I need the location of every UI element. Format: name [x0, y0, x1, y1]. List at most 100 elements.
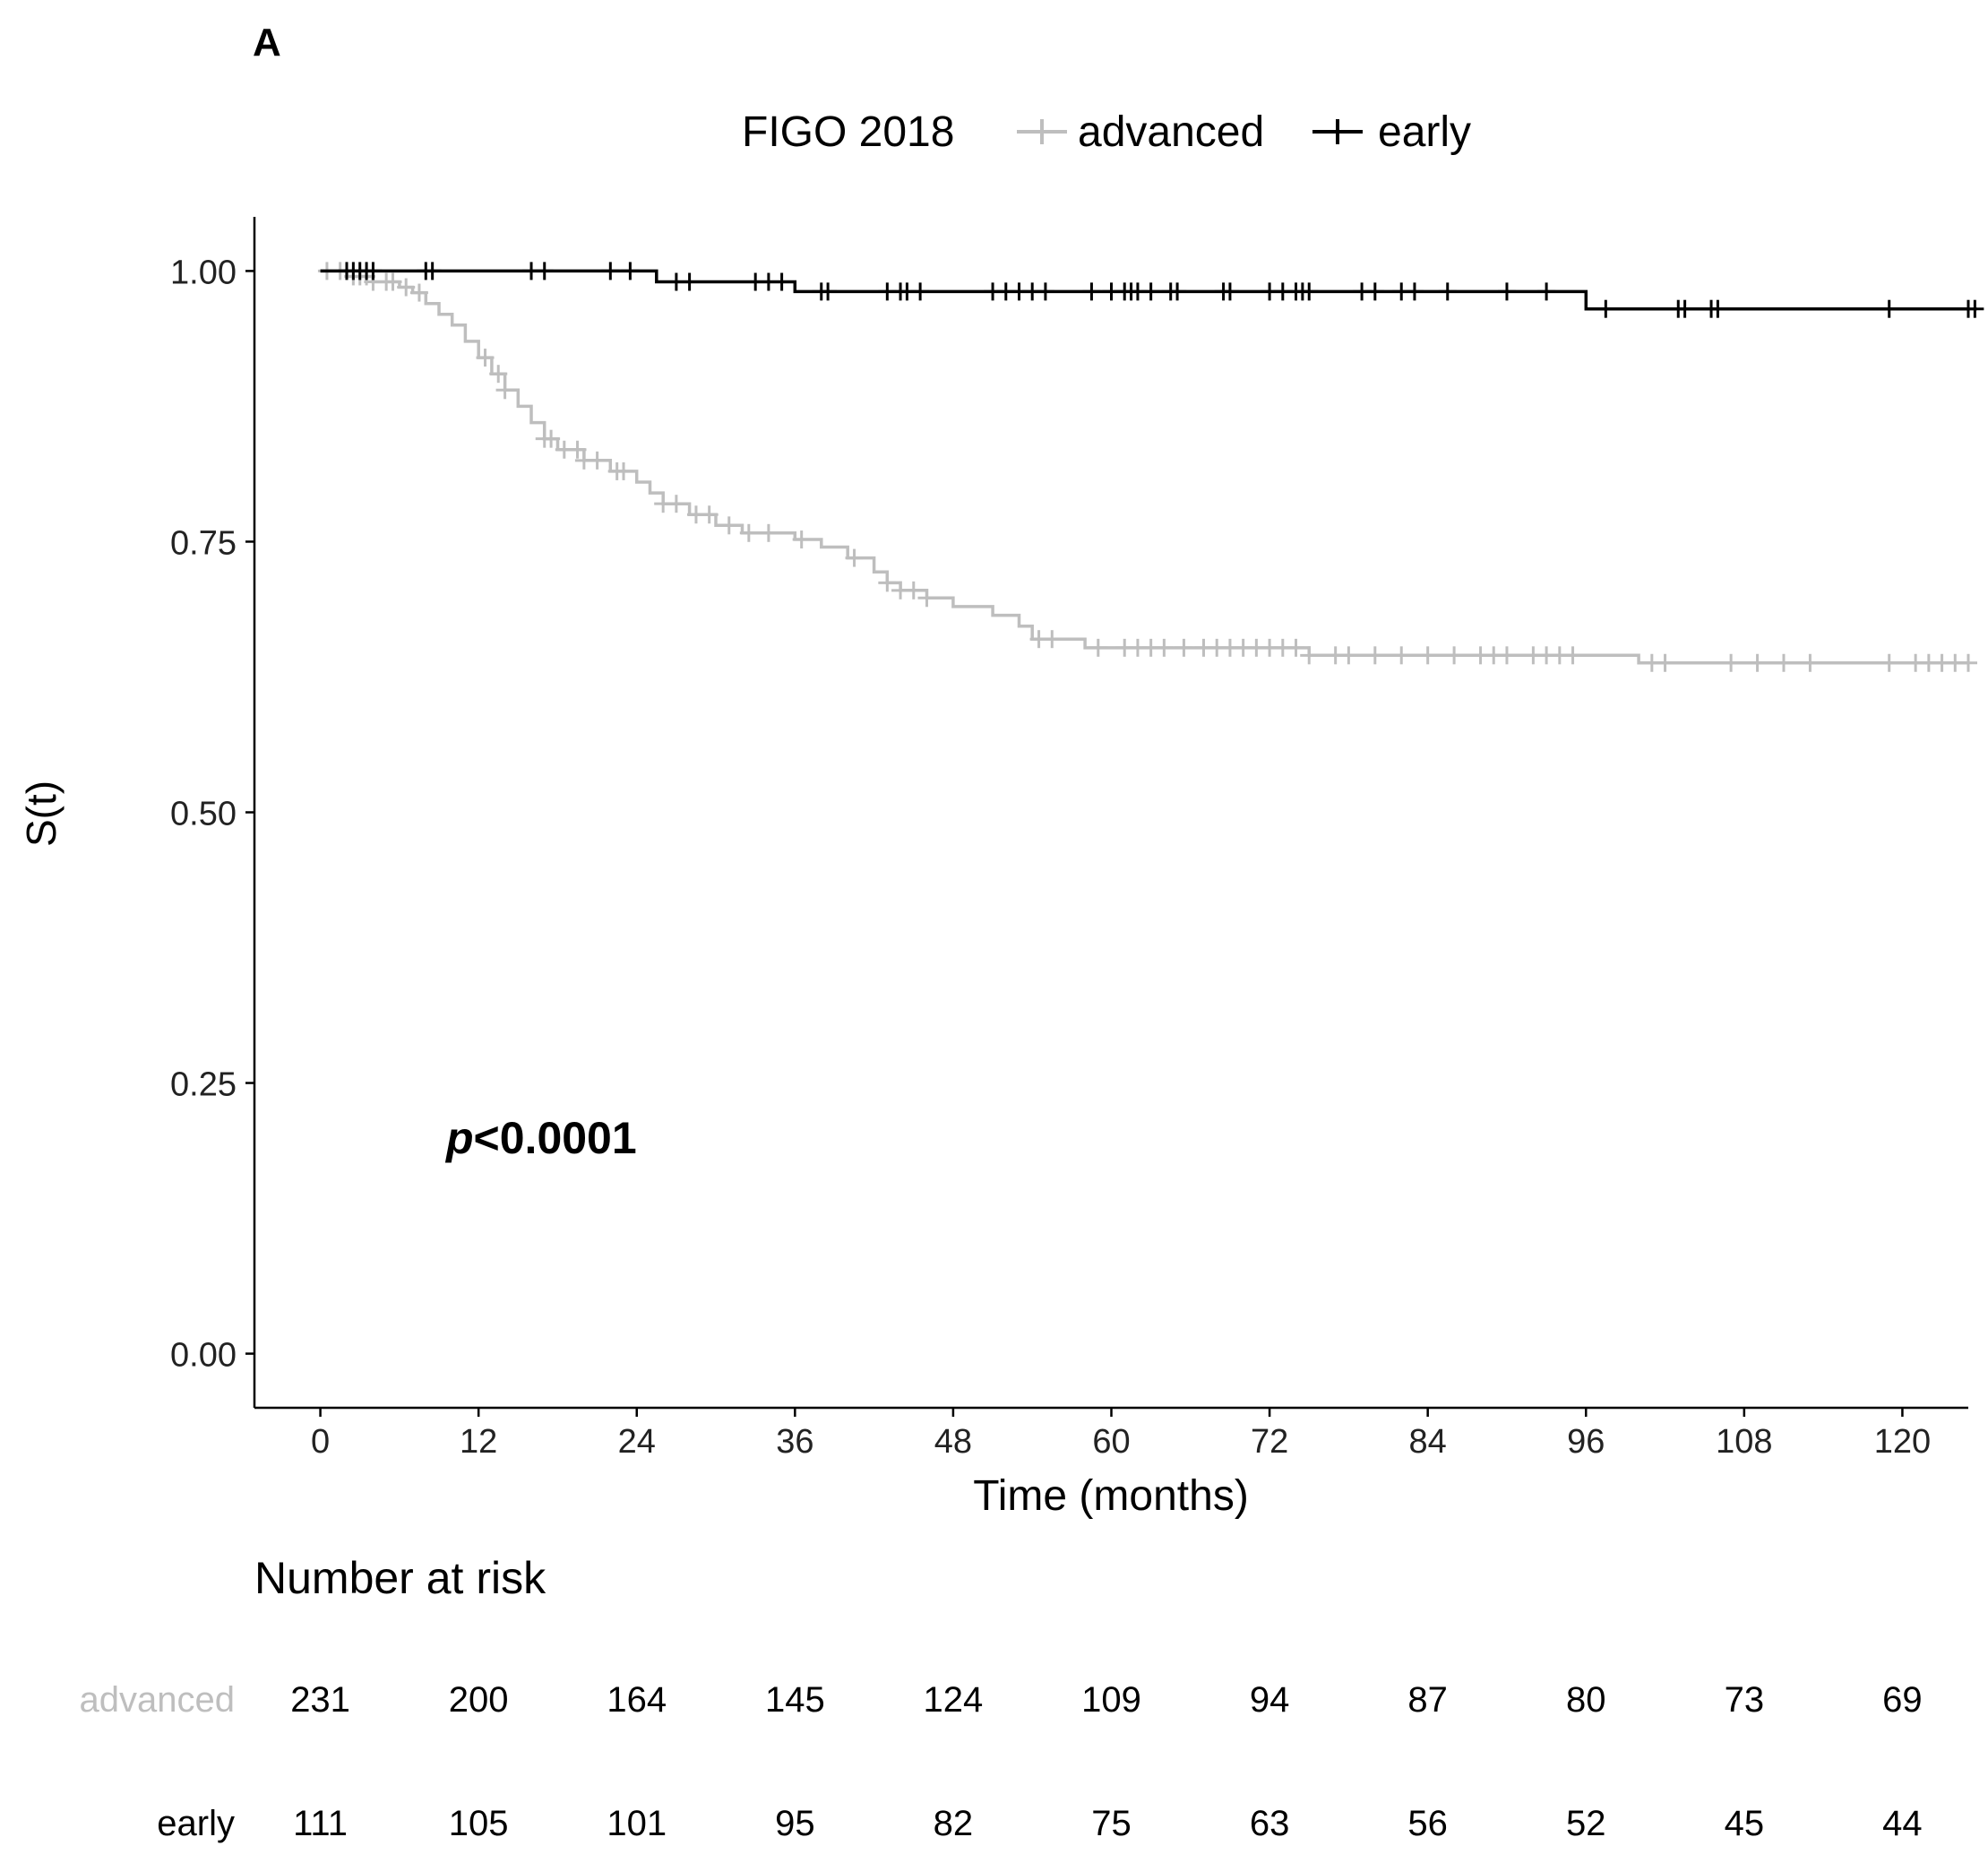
risk-table-title: Number at risk [254, 1553, 546, 1603]
censor-mark-advanced [1722, 653, 1741, 672]
series-early [320, 262, 1984, 318]
legend-label-early: early [1378, 108, 1471, 156]
censor-mark-advanced [719, 516, 738, 535]
censor-mark-early [601, 262, 620, 280]
censor-mark-advanced [542, 429, 561, 448]
risk-count-early: 56 [1407, 1804, 1448, 1843]
risk-count-advanced: 69 [1882, 1680, 1923, 1720]
y-tick-label: 1.00 [170, 254, 237, 291]
censor-mark-early [1497, 282, 1516, 301]
legend-title: FIGO 2018 [742, 108, 954, 156]
risk-table: Number at risk advanced 231 200 164 145 124 10… [80, 1553, 1923, 1843]
x-tick-label: 24 [618, 1423, 656, 1461]
x-tick-label: 0 [311, 1423, 330, 1461]
x-tick-label: 72 [1251, 1423, 1288, 1461]
censor-mark-early [911, 282, 930, 301]
risk-row-label-advanced: advanced [80, 1680, 235, 1720]
censor-mark-advanced [588, 451, 607, 470]
censor-mark-early [1708, 299, 1727, 318]
censor-mark-advanced [409, 283, 428, 302]
censor-mark-advanced [667, 495, 685, 513]
censor-mark-advanced [1392, 646, 1411, 665]
censor-mark-advanced [1175, 638, 1193, 657]
x-axis-title: Time (months) [973, 1472, 1249, 1520]
censor-mark-advanced [1445, 646, 1464, 665]
censor-mark-advanced [1089, 638, 1107, 657]
censor-mark-advanced [1563, 646, 1582, 665]
risk-count-advanced: 87 [1407, 1680, 1448, 1720]
censor-mark-advanced [1287, 638, 1305, 657]
risk-count-advanced: 200 [449, 1680, 509, 1720]
censor-mark-advanced [1365, 646, 1384, 665]
censor-mark-advanced [759, 523, 778, 542]
censor-mark-advanced [1339, 646, 1358, 665]
censor-mark-advanced [792, 530, 811, 549]
censor-mark-early [1966, 299, 1984, 318]
censor-mark-early [364, 262, 383, 280]
censor-mark-early [621, 262, 640, 280]
risk-count-advanced: 164 [607, 1680, 667, 1720]
censor-mark-early [680, 272, 699, 291]
censor-mark-early [1036, 282, 1054, 301]
censor-mark-advanced [1880, 653, 1898, 672]
censor-mark-advanced [397, 278, 416, 297]
censor-mark-advanced [383, 272, 402, 291]
risk-count-advanced: 231 [290, 1680, 350, 1720]
censor-mark-advanced [878, 574, 897, 592]
censor-mark-early [1300, 282, 1319, 301]
censor-mark-early [819, 282, 838, 301]
risk-count-advanced: 94 [1250, 1680, 1290, 1720]
legend-key-early [1312, 119, 1363, 144]
censor-mark-advanced [904, 581, 923, 599]
p-value-text: <0.0001 [474, 1113, 637, 1163]
censor-mark-advanced [1656, 653, 1674, 672]
curve-advanced [320, 269, 1968, 665]
censor-mark-early [1438, 282, 1457, 301]
censor-mark-early [1405, 282, 1424, 301]
censor-mark-advanced [739, 523, 758, 542]
censor-mark-advanced [1748, 653, 1767, 672]
censor-mark-advanced [917, 589, 936, 608]
censor-mark-advanced [700, 505, 719, 524]
risk-count-early: 44 [1882, 1804, 1923, 1843]
y-axis-title: S(t) [18, 781, 65, 847]
censor-mark-advanced [1801, 653, 1820, 672]
censor-mark-advanced [489, 365, 508, 384]
x-tick-label: 36 [776, 1423, 813, 1461]
p-value-annotation: p<0.0001 [444, 1113, 637, 1163]
legend-label-advanced: advanced [1078, 108, 1264, 156]
risk-count-advanced: 73 [1725, 1680, 1765, 1720]
censor-mark-early [1675, 299, 1694, 318]
y-tick-label: 0.25 [170, 1066, 237, 1104]
x-tick-label: 60 [1092, 1423, 1130, 1461]
survival-curves [317, 262, 1984, 672]
y-tick-label: 0.75 [170, 524, 237, 562]
x-tick-label: 120 [1874, 1423, 1931, 1461]
x-tick-label: 96 [1567, 1423, 1605, 1461]
censor-mark-advanced [1497, 646, 1516, 665]
censor-mark-early [1168, 282, 1187, 301]
risk-count-advanced: 80 [1566, 1680, 1606, 1720]
y-axis: 0.00 0.25 0.50 0.75 1.00 [170, 217, 256, 1408]
risk-count-advanced: 124 [924, 1680, 984, 1720]
risk-count-early: 75 [1091, 1804, 1132, 1843]
censor-mark-advanced [1418, 646, 1437, 665]
risk-count-early: 105 [449, 1804, 509, 1843]
censor-mark-advanced [845, 548, 864, 567]
risk-count-advanced: 145 [765, 1680, 825, 1720]
censor-mark-advanced [568, 440, 587, 459]
risk-count-early: 95 [775, 1804, 815, 1843]
p-value-prefix: p [444, 1113, 474, 1163]
censor-mark-advanced [1959, 653, 1977, 672]
risk-count-advanced: 109 [1081, 1680, 1141, 1720]
censor-mark-early [1537, 282, 1556, 301]
plot-area: 0.00 0.25 0.50 0.75 1.00 0 12 24 36 48 60 72 84 96 10… [170, 217, 1984, 1461]
y-tick-label: 0.50 [170, 796, 237, 833]
x-tick-label: 108 [1716, 1423, 1772, 1461]
x-tick-label: 48 [934, 1423, 972, 1461]
y-tick-label: 0.00 [170, 1337, 237, 1375]
censor-mark-early [1596, 299, 1615, 318]
censor-mark-advanced [1300, 646, 1319, 665]
censor-mark-early [1141, 282, 1160, 301]
censor-mark-advanced [615, 461, 633, 480]
